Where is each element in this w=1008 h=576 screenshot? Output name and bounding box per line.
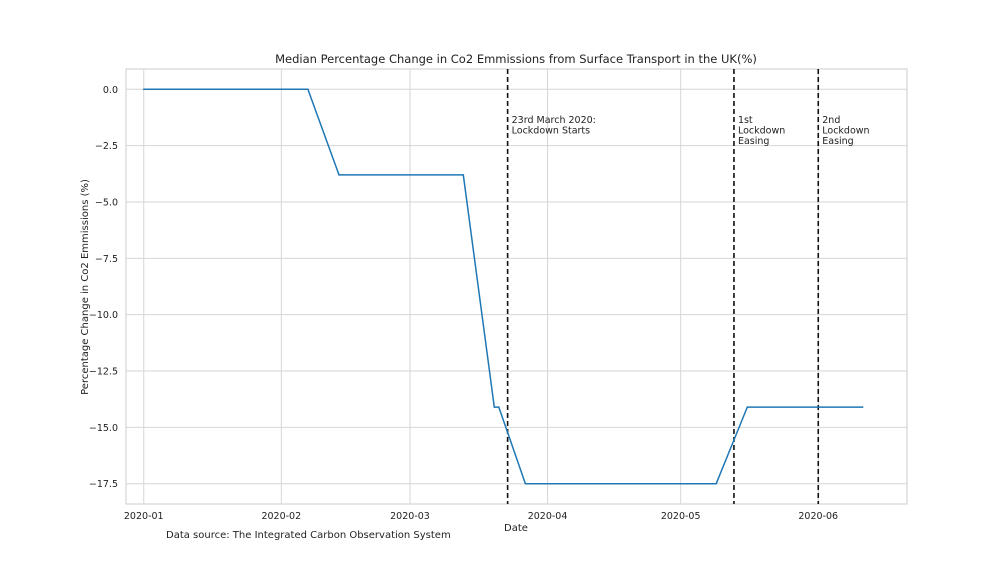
x-tick-label: 2020-01 [124, 511, 164, 522]
data-point [715, 482, 717, 485]
x-axis-label: Date [504, 523, 528, 534]
event-label: 2nd Lockdown Easing [822, 115, 869, 147]
data-source-caption: Data source: The Integrated Carbon Obser… [166, 530, 451, 541]
y-tick-label: −12.5 [89, 367, 118, 378]
x-tick-label: 2020-02 [261, 511, 301, 522]
event-label-line: Lockdown [738, 126, 785, 137]
y-tick-label: −15.0 [89, 423, 118, 434]
y-tick-label: −7.5 [95, 254, 118, 265]
y-axis-label: Percentage Change in Co2 Emmissions (%) [80, 179, 91, 395]
event-label-line: Easing [822, 136, 853, 147]
event-label: 1st Lockdown Easing [738, 115, 785, 147]
series-layer [142, 88, 864, 485]
x-tick-label: 2020-03 [390, 511, 430, 522]
data-point [307, 88, 309, 91]
x-tick-label: 2020-06 [798, 511, 838, 522]
plot-area [125, 68, 908, 505]
data-point [142, 88, 145, 91]
chart-title: Median Percentage Change in Co2 Emmissio… [275, 52, 757, 66]
event-label-line: Easing [738, 136, 769, 147]
data-point [493, 406, 496, 408]
data-point [524, 482, 527, 485]
x-tick-label: 2020-04 [528, 511, 568, 522]
series-line [143, 88, 863, 485]
data-point [861, 406, 864, 408]
event-label: 23rd March 2020: Lockdown Starts [512, 115, 596, 137]
data-point [462, 174, 465, 176]
data-point [746, 406, 749, 408]
event-label-line: 1st [738, 115, 753, 126]
x-tick-label: 2020-05 [661, 511, 701, 522]
y-tick-label: −10.0 [89, 310, 118, 321]
event-label-line: Lockdown Starts [512, 126, 591, 137]
x-axis: 2020-01 2020-02 2020-03 2020-04 2020-05 2020-… [124, 511, 838, 522]
event-label-line: 23rd March 2020: [512, 115, 596, 126]
y-tick-label: −5.0 [95, 197, 118, 208]
data-point [338, 174, 340, 176]
data-point [497, 406, 500, 408]
event-label-line: 2nd [822, 115, 840, 126]
y-axis: 0.0 −2.5 −5.0 −7.5 −10.0 −12.5 −15.0 −17.5 [89, 85, 118, 490]
y-tick-label: 0.0 [103, 85, 118, 96]
y-tick-label: −17.5 [89, 479, 118, 490]
event-label-line: Lockdown [822, 126, 869, 137]
y-tick-label: −2.5 [95, 141, 118, 152]
